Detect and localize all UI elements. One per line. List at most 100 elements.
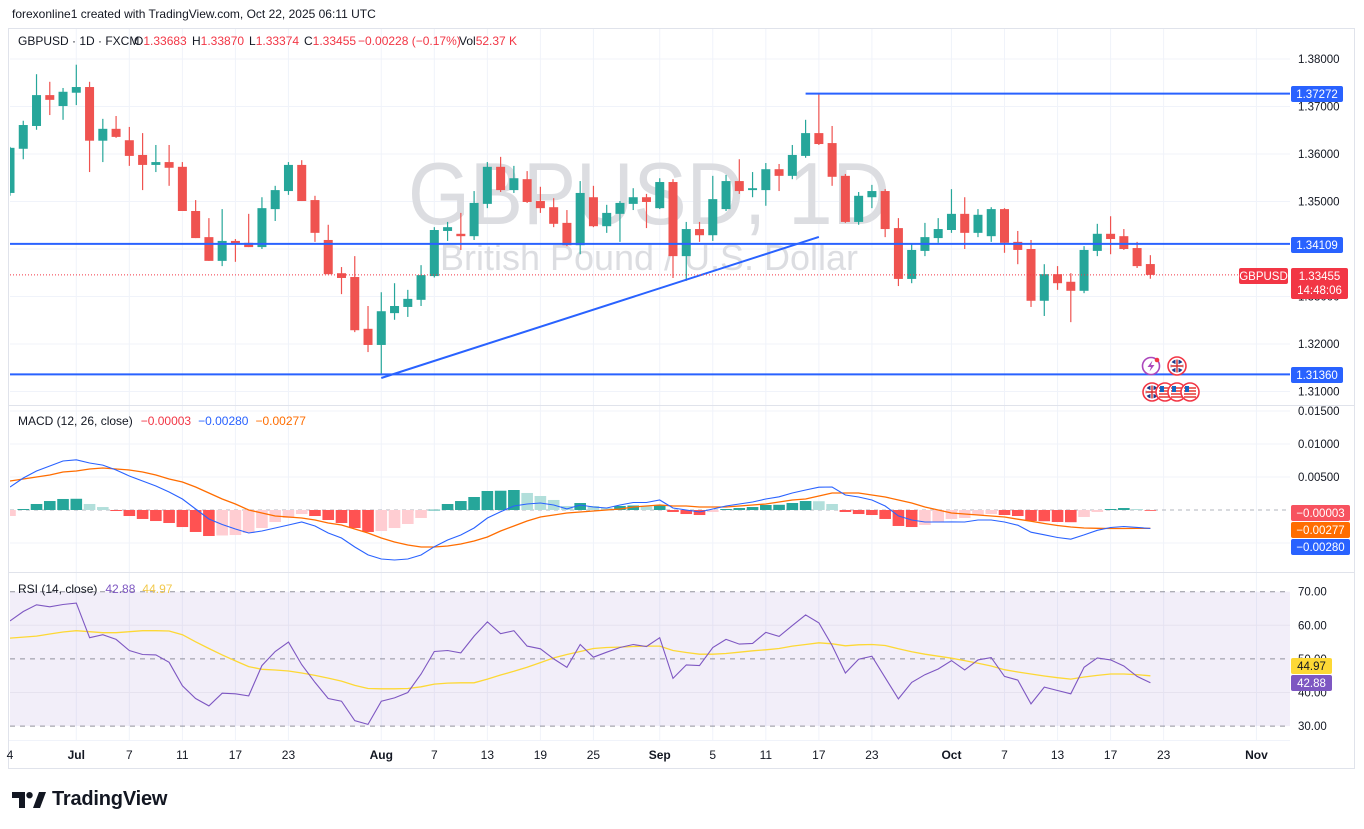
candle[interactable] bbox=[124, 126, 134, 166]
candle[interactable] bbox=[695, 221, 705, 242]
candle[interactable] bbox=[482, 162, 492, 209]
candle[interactable] bbox=[840, 173, 850, 223]
macd-title[interactable]: MACD (12, 26, close) bbox=[18, 414, 133, 428]
candle[interactable] bbox=[734, 159, 744, 194]
candle[interactable] bbox=[522, 171, 532, 203]
candle[interactable] bbox=[283, 162, 293, 195]
candle[interactable] bbox=[708, 175, 718, 241]
rsi-legend[interactable]: RSI (14, close) 42.88 44.97 bbox=[18, 582, 172, 596]
tradingview-logo[interactable]: TradingView bbox=[12, 788, 167, 811]
candle[interactable] bbox=[45, 81, 55, 116]
candle[interactable] bbox=[562, 210, 572, 247]
candle[interactable] bbox=[920, 222, 930, 257]
economic-events[interactable] bbox=[1141, 356, 1200, 402]
candle[interactable] bbox=[1079, 246, 1089, 294]
macd-pane[interactable] bbox=[4, 459, 1290, 561]
candle[interactable] bbox=[244, 213, 254, 248]
candle[interactable] bbox=[469, 191, 479, 240]
candle[interactable] bbox=[814, 93, 824, 145]
candle[interactable] bbox=[907, 243, 917, 284]
candle[interactable] bbox=[138, 133, 148, 191]
rsi-line[interactable] bbox=[10, 602, 1151, 726]
rsi-ma-line[interactable] bbox=[10, 630, 1151, 690]
candle[interactable] bbox=[85, 81, 95, 173]
candle[interactable] bbox=[1119, 229, 1129, 250]
candle[interactable] bbox=[602, 204, 612, 233]
candle[interactable] bbox=[151, 144, 161, 173]
candle[interactable] bbox=[986, 207, 996, 242]
candlestick-series[interactable] bbox=[6, 64, 1155, 375]
candle[interactable] bbox=[429, 227, 439, 278]
candle[interactable] bbox=[1132, 241, 1142, 268]
candle[interactable] bbox=[390, 283, 400, 320]
candle[interactable] bbox=[854, 192, 864, 225]
candle[interactable] bbox=[230, 239, 240, 262]
candle[interactable] bbox=[827, 125, 837, 186]
candle[interactable] bbox=[774, 163, 784, 192]
candle[interactable] bbox=[257, 197, 267, 249]
candle[interactable] bbox=[867, 184, 877, 209]
candle[interactable] bbox=[668, 179, 678, 278]
candle[interactable] bbox=[1092, 223, 1102, 257]
candle[interactable] bbox=[960, 197, 970, 249]
candle[interactable] bbox=[1066, 273, 1076, 323]
candle[interactable] bbox=[509, 165, 519, 193]
candle[interactable] bbox=[893, 218, 903, 287]
candle[interactable] bbox=[297, 160, 307, 202]
candle[interactable] bbox=[535, 186, 545, 213]
candle[interactable] bbox=[164, 144, 174, 186]
candle[interactable] bbox=[18, 120, 28, 160]
macd-signal-line[interactable] bbox=[10, 467, 1151, 548]
candle[interactable] bbox=[1106, 216, 1116, 255]
candle[interactable] bbox=[748, 172, 758, 198]
candle[interactable] bbox=[1000, 208, 1009, 253]
candle[interactable] bbox=[761, 163, 771, 206]
candle[interactable] bbox=[177, 162, 187, 211]
candle[interactable] bbox=[655, 178, 665, 210]
candle[interactable] bbox=[32, 74, 42, 130]
candle[interactable] bbox=[323, 224, 333, 275]
macd-legend[interactable]: MACD (12, 26, close) −0.00003 −0.00280 −… bbox=[18, 414, 306, 428]
candle[interactable] bbox=[350, 256, 360, 333]
candle[interactable] bbox=[549, 198, 559, 228]
candle[interactable] bbox=[204, 218, 214, 261]
candle[interactable] bbox=[376, 292, 386, 375]
candle[interactable] bbox=[111, 116, 121, 138]
candle[interactable] bbox=[1053, 266, 1063, 290]
uk-event-marker[interactable] bbox=[1167, 356, 1187, 376]
rsi-pane[interactable] bbox=[10, 591, 1290, 727]
candle[interactable] bbox=[1013, 230, 1023, 265]
candle[interactable] bbox=[973, 209, 983, 238]
candle[interactable] bbox=[628, 188, 638, 211]
drawing-tools[interactable] bbox=[10, 92, 1290, 379]
lightning-event-marker[interactable] bbox=[1141, 356, 1161, 376]
candle[interactable] bbox=[6, 146, 15, 196]
rsi-title[interactable]: RSI (14, close) bbox=[18, 582, 98, 596]
candle[interactable] bbox=[403, 289, 413, 317]
candle[interactable] bbox=[363, 306, 373, 353]
candle[interactable] bbox=[98, 118, 108, 163]
candle[interactable] bbox=[337, 267, 346, 295]
candle[interactable] bbox=[416, 265, 426, 306]
candle[interactable] bbox=[721, 174, 731, 211]
us-event-marker-3[interactable] bbox=[1180, 382, 1200, 402]
candle[interactable] bbox=[217, 209, 227, 267]
candle[interactable] bbox=[191, 200, 201, 239]
candle[interactable] bbox=[71, 64, 81, 106]
candle[interactable] bbox=[575, 181, 585, 255]
trend-line[interactable] bbox=[380, 236, 820, 379]
candle[interactable] bbox=[787, 144, 797, 180]
candle[interactable] bbox=[615, 201, 625, 242]
candle[interactable] bbox=[310, 195, 320, 242]
candle[interactable] bbox=[443, 221, 453, 241]
macd-line[interactable] bbox=[10, 459, 1151, 561]
candle[interactable] bbox=[801, 119, 811, 158]
candle[interactable] bbox=[681, 221, 691, 281]
candle[interactable] bbox=[946, 189, 956, 233]
candle[interactable] bbox=[1026, 239, 1036, 307]
candle[interactable] bbox=[270, 185, 280, 221]
candle[interactable] bbox=[880, 189, 890, 238]
candle[interactable] bbox=[933, 218, 943, 243]
candle[interactable] bbox=[1039, 264, 1049, 316]
